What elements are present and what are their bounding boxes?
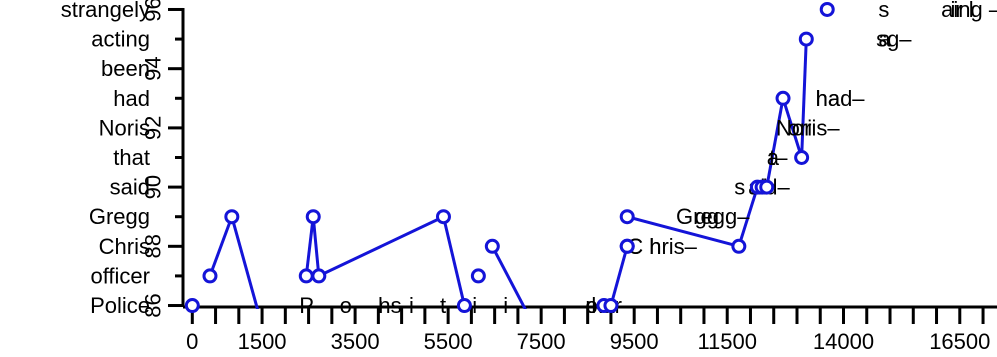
y-tick-label: 94 xyxy=(141,56,166,80)
x-tick-label: 5500 xyxy=(424,329,473,354)
annotation-label: s xyxy=(734,175,745,200)
annotation-label: a xyxy=(878,27,891,52)
y-category-label: Noris xyxy=(99,115,150,140)
annotation-label: gg xyxy=(695,204,719,229)
data-point xyxy=(202,268,218,284)
series-line-segment xyxy=(318,215,445,278)
annotation-label: s xyxy=(878,0,889,22)
data-point xyxy=(619,209,635,225)
annotation-label: ha xyxy=(816,86,841,111)
data-point xyxy=(731,238,747,254)
series-line-segment xyxy=(490,245,527,309)
annotation-label: ori xyxy=(788,115,812,140)
x-tick-label: 11500 xyxy=(697,329,757,354)
y-category-label: that xyxy=(113,145,150,170)
data-point xyxy=(311,268,327,284)
annotation-label: aing – xyxy=(941,0,997,22)
data-point xyxy=(305,209,321,225)
series-line-segment xyxy=(208,216,234,277)
x-tick-label: 16500 xyxy=(929,329,990,354)
series-line-segment xyxy=(230,216,259,309)
data-point xyxy=(603,298,619,314)
x-tick-label: 7500 xyxy=(517,329,566,354)
y-tick-label: 88 xyxy=(141,234,166,258)
annotation-label: a xyxy=(767,145,780,170)
series-line-segment xyxy=(311,216,321,277)
y-category-label: Chris xyxy=(99,234,150,259)
y-tick-label: 96 xyxy=(141,0,166,22)
series-line-segment xyxy=(304,216,315,277)
data-point xyxy=(794,150,810,165)
data-point xyxy=(184,298,200,314)
data-point xyxy=(298,268,314,284)
data-point xyxy=(435,209,451,225)
annotation-label: P o l i t i i xyxy=(299,293,518,318)
annotation-label: Noris– xyxy=(776,115,840,140)
data-point xyxy=(484,238,500,254)
x-tick-label: 0 xyxy=(186,329,198,354)
data-point xyxy=(819,1,835,17)
data-point xyxy=(798,31,814,47)
annotation-label: had– xyxy=(816,86,866,111)
annotation-label: ns xyxy=(378,293,401,318)
annotation-label: p xyxy=(585,293,597,318)
data-point xyxy=(619,238,635,254)
y-category-label: Gregg xyxy=(89,204,150,229)
y-category-label: strangely xyxy=(61,0,150,22)
series-line-segment xyxy=(609,245,629,306)
y-tick-label: 90 xyxy=(141,175,166,199)
data-point xyxy=(470,268,486,284)
x-tick-label: 9500 xyxy=(610,329,659,354)
y-category-label: acting xyxy=(91,27,150,52)
annotation-label: t– xyxy=(769,145,788,170)
y-category-label: officer xyxy=(90,263,150,288)
annotation-label: C hris– xyxy=(627,234,697,259)
data-point xyxy=(775,90,791,106)
annotation-label: Gregg– xyxy=(676,204,750,229)
y-category-label: had xyxy=(113,86,150,111)
y-category-label: Police xyxy=(90,293,150,318)
series-line-segment xyxy=(800,39,808,158)
x-tick-label: 1500 xyxy=(238,329,287,354)
annotation-label: sg– xyxy=(876,27,912,52)
x-tick-label: 14000 xyxy=(813,329,874,354)
annotation-label: ir l xyxy=(950,0,973,22)
y-category-label: said xyxy=(110,175,150,200)
series-line-segment xyxy=(737,186,759,247)
x-tick-label: 3500 xyxy=(331,329,380,354)
series-line-segment xyxy=(765,98,785,188)
data-point xyxy=(759,179,775,195)
data-point xyxy=(456,298,472,314)
y-tick-label: 92 xyxy=(141,116,166,140)
data-point xyxy=(224,209,240,225)
series-line-segment xyxy=(442,216,466,306)
annotation-label: o xyxy=(585,293,597,318)
y-category-label: been xyxy=(101,56,150,81)
series-line-segment xyxy=(781,97,804,158)
series-line-segment xyxy=(626,215,740,248)
y-tick-label: 86 xyxy=(141,293,166,317)
